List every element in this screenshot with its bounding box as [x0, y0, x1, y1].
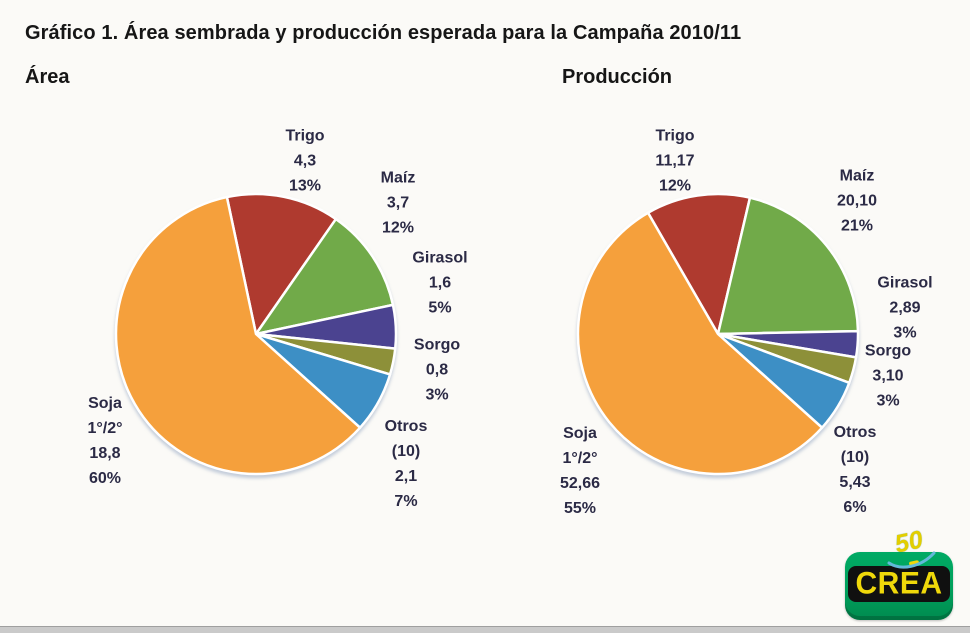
chart-title-produccion: Producción: [562, 66, 673, 88]
pie-label-area-sorgo: Sorgo 0,8 3%: [413, 336, 461, 404]
pie-area: [114, 192, 398, 476]
pie-slice-area-trigo: [225, 192, 338, 336]
logo-black-band: CREA: [848, 560, 950, 602]
pie-slice-produccion-soja-1-2: [576, 211, 824, 476]
pie-slice-produccion-trigo: [646, 192, 752, 336]
pie-label-area-girasol: Girasol 1,6 5%: [412, 249, 468, 317]
pie-label-produccion-sorgo: Sorgo 3,10 3%: [864, 342, 912, 410]
pie-label-area-trigo: Trigo 4,3 13%: [285, 127, 325, 195]
bottom-border-bar: [0, 626, 970, 633]
pie-slice-area-soja-1-2: [114, 195, 362, 476]
pie-label-area-maiz: Maíz 3,7 12%: [380, 169, 416, 237]
chart-title-area: Área: [25, 66, 70, 88]
logo-swirl-icon: [887, 551, 936, 569]
figure-title: Gráfico 1. Área sembrada y producción es…: [25, 22, 742, 44]
pie-slice-produccion-maiz: [716, 196, 860, 336]
pie-label-produccion-maiz: Maíz 20,10 21%: [836, 167, 878, 235]
pie-produccion: [576, 192, 860, 476]
logo-green-plate: CREA: [845, 552, 953, 620]
pie-label-area-otros-10: Otros (10) 2,1 7%: [384, 418, 428, 510]
crea-logo: 50 CREA: [843, 525, 960, 625]
logo-crea-text: CREA: [855, 566, 943, 601]
pie-slice-area-maiz: [254, 217, 395, 336]
pie-label-area-soja-1-2: Soja 1°/2° 18,8 60%: [87, 395, 123, 487]
pie-label-produccion-girasol: Girasol 2,89 3%: [877, 274, 933, 342]
pie-label-produccion-otros-10: Otros (10) 5,43 6%: [833, 424, 877, 516]
pie-label-produccion-soja-1-2: Soja 1°/2° 52,66 55%: [559, 425, 601, 517]
pie-label-produccion-trigo: Trigo 11,17 12%: [655, 127, 695, 195]
